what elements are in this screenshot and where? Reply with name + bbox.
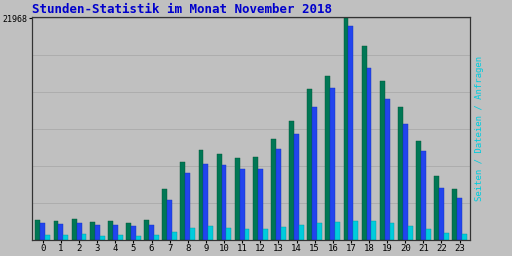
Bar <box>118 236 123 240</box>
Bar <box>113 225 118 240</box>
Bar <box>462 234 467 240</box>
Bar <box>380 81 385 240</box>
Bar <box>390 223 394 240</box>
Bar <box>371 221 376 240</box>
Bar <box>348 26 353 240</box>
Bar <box>144 220 149 240</box>
Bar <box>222 165 226 240</box>
Y-axis label: Seiten / Dateien / Anfragen: Seiten / Dateien / Anfragen <box>475 56 484 201</box>
Bar <box>40 223 45 240</box>
Bar <box>95 225 100 240</box>
Bar <box>167 200 172 240</box>
Bar <box>81 234 87 240</box>
Bar <box>326 76 330 240</box>
Bar <box>72 219 77 240</box>
Bar <box>434 176 439 240</box>
Bar <box>276 149 281 240</box>
Bar <box>294 134 299 240</box>
Text: Stunden-Statistik im Monat November 2018: Stunden-Statistik im Monat November 2018 <box>32 3 332 16</box>
Bar <box>452 188 457 240</box>
Bar <box>35 220 40 240</box>
Bar <box>367 68 371 240</box>
Bar <box>403 124 408 240</box>
Bar <box>408 226 413 240</box>
Bar <box>172 232 177 240</box>
Bar <box>185 173 190 240</box>
Bar <box>289 121 294 240</box>
Bar <box>203 164 208 240</box>
Bar <box>45 235 50 240</box>
Bar <box>307 90 312 240</box>
Bar <box>263 229 268 240</box>
Bar <box>63 235 68 240</box>
Bar <box>299 225 304 240</box>
Bar <box>457 198 462 240</box>
Bar <box>77 223 81 240</box>
Bar <box>444 233 449 240</box>
Bar <box>317 223 322 240</box>
Bar <box>271 139 276 240</box>
Bar <box>235 158 240 240</box>
Bar <box>162 188 167 240</box>
Bar <box>108 221 113 240</box>
Bar <box>190 228 195 240</box>
Bar <box>245 229 249 240</box>
Bar <box>136 236 141 240</box>
Bar <box>240 169 245 240</box>
Bar <box>281 227 286 240</box>
Bar <box>126 223 131 240</box>
Bar <box>385 99 390 240</box>
Bar <box>335 222 340 240</box>
Bar <box>149 225 154 240</box>
Bar <box>180 162 185 240</box>
Bar <box>258 169 263 240</box>
Bar <box>398 107 403 240</box>
Bar <box>58 225 63 240</box>
Bar <box>426 229 431 240</box>
Bar <box>226 228 231 240</box>
Bar <box>199 150 203 240</box>
Bar <box>439 187 444 240</box>
Bar <box>100 236 104 240</box>
Bar <box>154 235 159 240</box>
Bar <box>131 226 136 240</box>
Bar <box>312 107 317 240</box>
Bar <box>416 141 421 240</box>
Bar <box>421 151 426 240</box>
Bar <box>90 222 95 240</box>
Bar <box>208 226 213 240</box>
Bar <box>353 221 358 240</box>
Bar <box>361 46 367 240</box>
Bar <box>344 18 348 240</box>
Bar <box>253 157 258 240</box>
Bar <box>330 89 335 240</box>
Bar <box>54 221 58 240</box>
Bar <box>217 154 222 240</box>
